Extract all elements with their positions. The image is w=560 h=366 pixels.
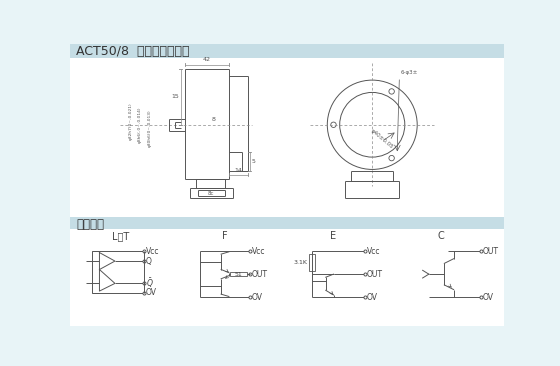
Text: 3.1K: 3.1K [293, 260, 307, 265]
Text: 14: 14 [235, 168, 242, 173]
Bar [309, 254, 315, 271]
Text: Q: Q [146, 257, 152, 266]
Text: ψ32h7(0~-0.021): ψ32h7(0~-0.021) [128, 102, 133, 140]
Bar [230, 272, 247, 276]
Text: OUT: OUT [252, 270, 268, 279]
Bar [70, 44, 504, 58]
Text: 8c: 8c [208, 191, 214, 196]
Bar [70, 229, 504, 326]
Text: ψ30h6(0~-0.013): ψ30h6(0~-0.013) [148, 110, 152, 147]
Bar [70, 58, 504, 217]
Text: Vcc: Vcc [367, 247, 380, 255]
Text: Vcc: Vcc [252, 247, 265, 255]
Text: F: F [222, 231, 228, 241]
Text: φ40±0.05: φ40±0.05 [370, 128, 394, 149]
Text: 输出电路: 输出电路 [76, 218, 104, 231]
Text: 42: 42 [203, 57, 211, 62]
Bar [70, 217, 504, 229]
Text: OV: OV [146, 288, 157, 297]
Text: OUT: OUT [483, 247, 499, 255]
Text: 5: 5 [251, 159, 255, 164]
Text: E: E [330, 231, 337, 241]
Text: ACT50/8  电缆航插侧出型: ACT50/8 电缆航插侧出型 [76, 45, 190, 58]
Text: 51: 51 [235, 272, 242, 277]
Text: 8: 8 [212, 117, 215, 123]
Text: C: C [437, 231, 444, 241]
Text: Vcc: Vcc [146, 247, 160, 255]
Text: OUT: OUT [367, 270, 383, 279]
Text: 6-φ3±: 6-φ3± [401, 70, 418, 75]
Text: L、T: L、T [112, 231, 129, 241]
Text: ψ8h6(-0~-0.014): ψ8h6(-0~-0.014) [138, 107, 142, 143]
Text: 15: 15 [171, 94, 179, 99]
Text: OV: OV [367, 293, 378, 302]
Text: OV: OV [483, 293, 494, 302]
Text: OV: OV [252, 293, 263, 302]
Text: $\bar{Q}$: $\bar{Q}$ [146, 277, 153, 290]
